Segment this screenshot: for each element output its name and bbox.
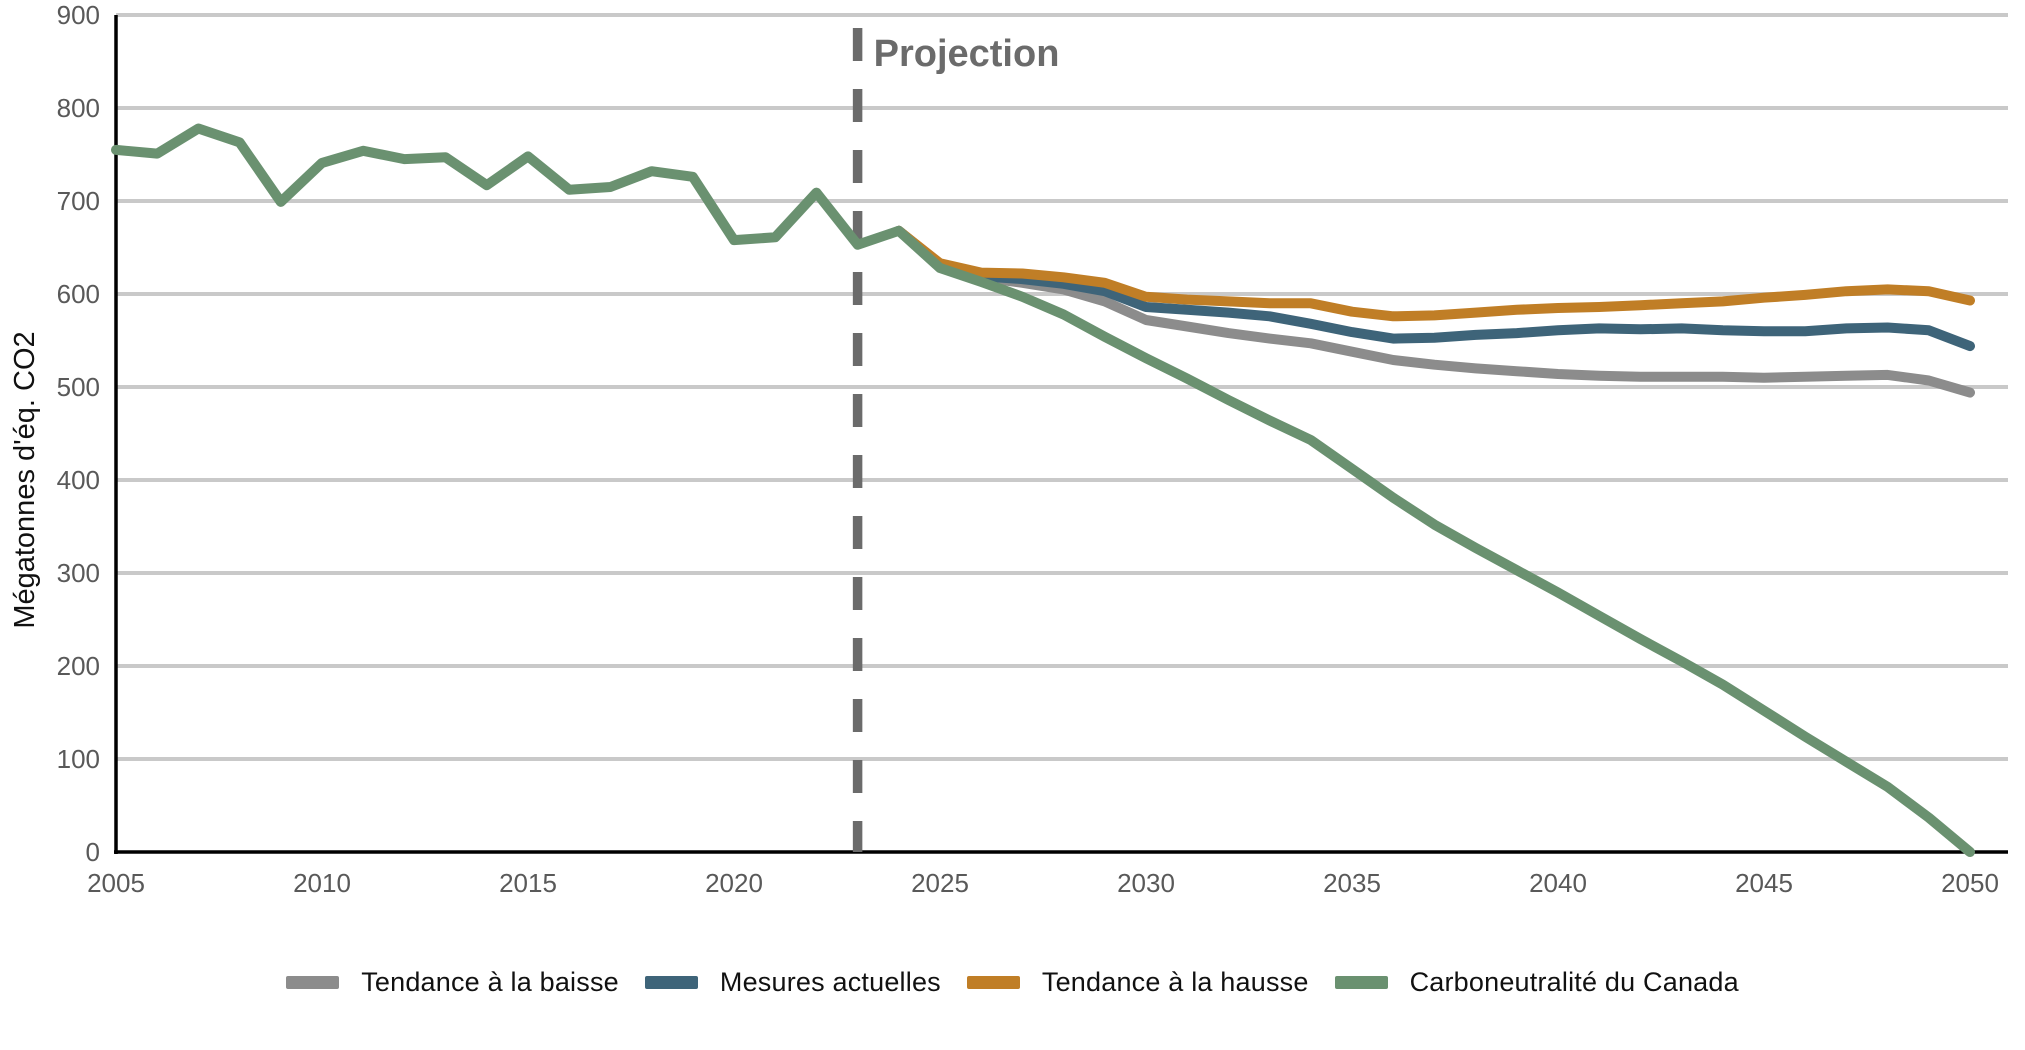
legend-swatch-blue <box>644 975 698 989</box>
series-line-carboneutralite-du-canada <box>111 123 1975 857</box>
legend-item-carboneutralite: Carboneutralité du Canada <box>1334 966 1739 998</box>
y-tick-label-800: 800 <box>57 93 100 123</box>
series-line-mesures-actuelles <box>893 225 1975 352</box>
legend-label: Carboneutralité du Canada <box>1409 966 1739 997</box>
x-tick-label-2045: 2045 <box>1735 868 1793 898</box>
y-tick-label-400: 400 <box>57 465 100 495</box>
x-tick-label-2015: 2015 <box>499 868 557 898</box>
x-tick-label-2050: 2050 <box>1941 868 1999 898</box>
x-tick-label-2025: 2025 <box>911 868 969 898</box>
y-tick-label-200: 200 <box>57 651 100 681</box>
legend-label: Mesures actuelles <box>719 966 941 997</box>
x-tick-label-2035: 2035 <box>1323 868 1381 898</box>
y-tick-labels: 0 100 200 300 400 500 600 700 800 900 <box>57 0 100 867</box>
gridlines <box>116 13 2008 761</box>
y-tick-label-100: 100 <box>57 744 100 774</box>
x-tick-label-2030: 2030 <box>1117 868 1175 898</box>
axes <box>114 15 2008 854</box>
legend-item-mesures-actuelles: Mesures actuelles <box>644 966 941 998</box>
legend-label: Tendance à la baisse <box>361 966 619 997</box>
series-line-tendance-a-la-baisse <box>893 225 1975 398</box>
y-tick-label-700: 700 <box>57 186 100 216</box>
legend: Tendance à la baisse Mesures actuelles T… <box>0 958 2025 1006</box>
y-tick-label-500: 500 <box>57 372 100 402</box>
legend-swatch-gray <box>286 975 340 989</box>
legend-item-tendance-hausse: Tendance à la hausse <box>966 966 1309 998</box>
y-tick-label-900: 900 <box>57 0 100 30</box>
series-line-tendance-a-la-hausse <box>893 225 1975 322</box>
y-tick-label-0: 0 <box>86 837 100 867</box>
projection-label: Projection <box>874 33 1060 75</box>
series-lines <box>111 123 1975 857</box>
legend-swatch-green <box>1334 975 1388 989</box>
y-tick-label-300: 300 <box>57 558 100 588</box>
x-tick-label-2005: 2005 <box>87 868 145 898</box>
legend-label: Tendance à la hausse <box>1041 966 1309 997</box>
legend-item-tendance-baisse: Tendance à la baisse <box>286 967 619 998</box>
legend-swatch-orange <box>966 975 1020 989</box>
y-axis-title: Mégatonnes d'éq. CO2 <box>9 331 41 628</box>
x-tick-labels: 2005 2010 2015 2020 2025 2030 2035 2040 2045 2050 <box>87 868 1999 898</box>
x-tick-label-2040: 2040 <box>1529 868 1587 898</box>
y-tick-label-600: 600 <box>57 279 100 309</box>
x-tick-label-2020: 2020 <box>705 868 763 898</box>
x-tick-label-2010: 2010 <box>293 868 351 898</box>
